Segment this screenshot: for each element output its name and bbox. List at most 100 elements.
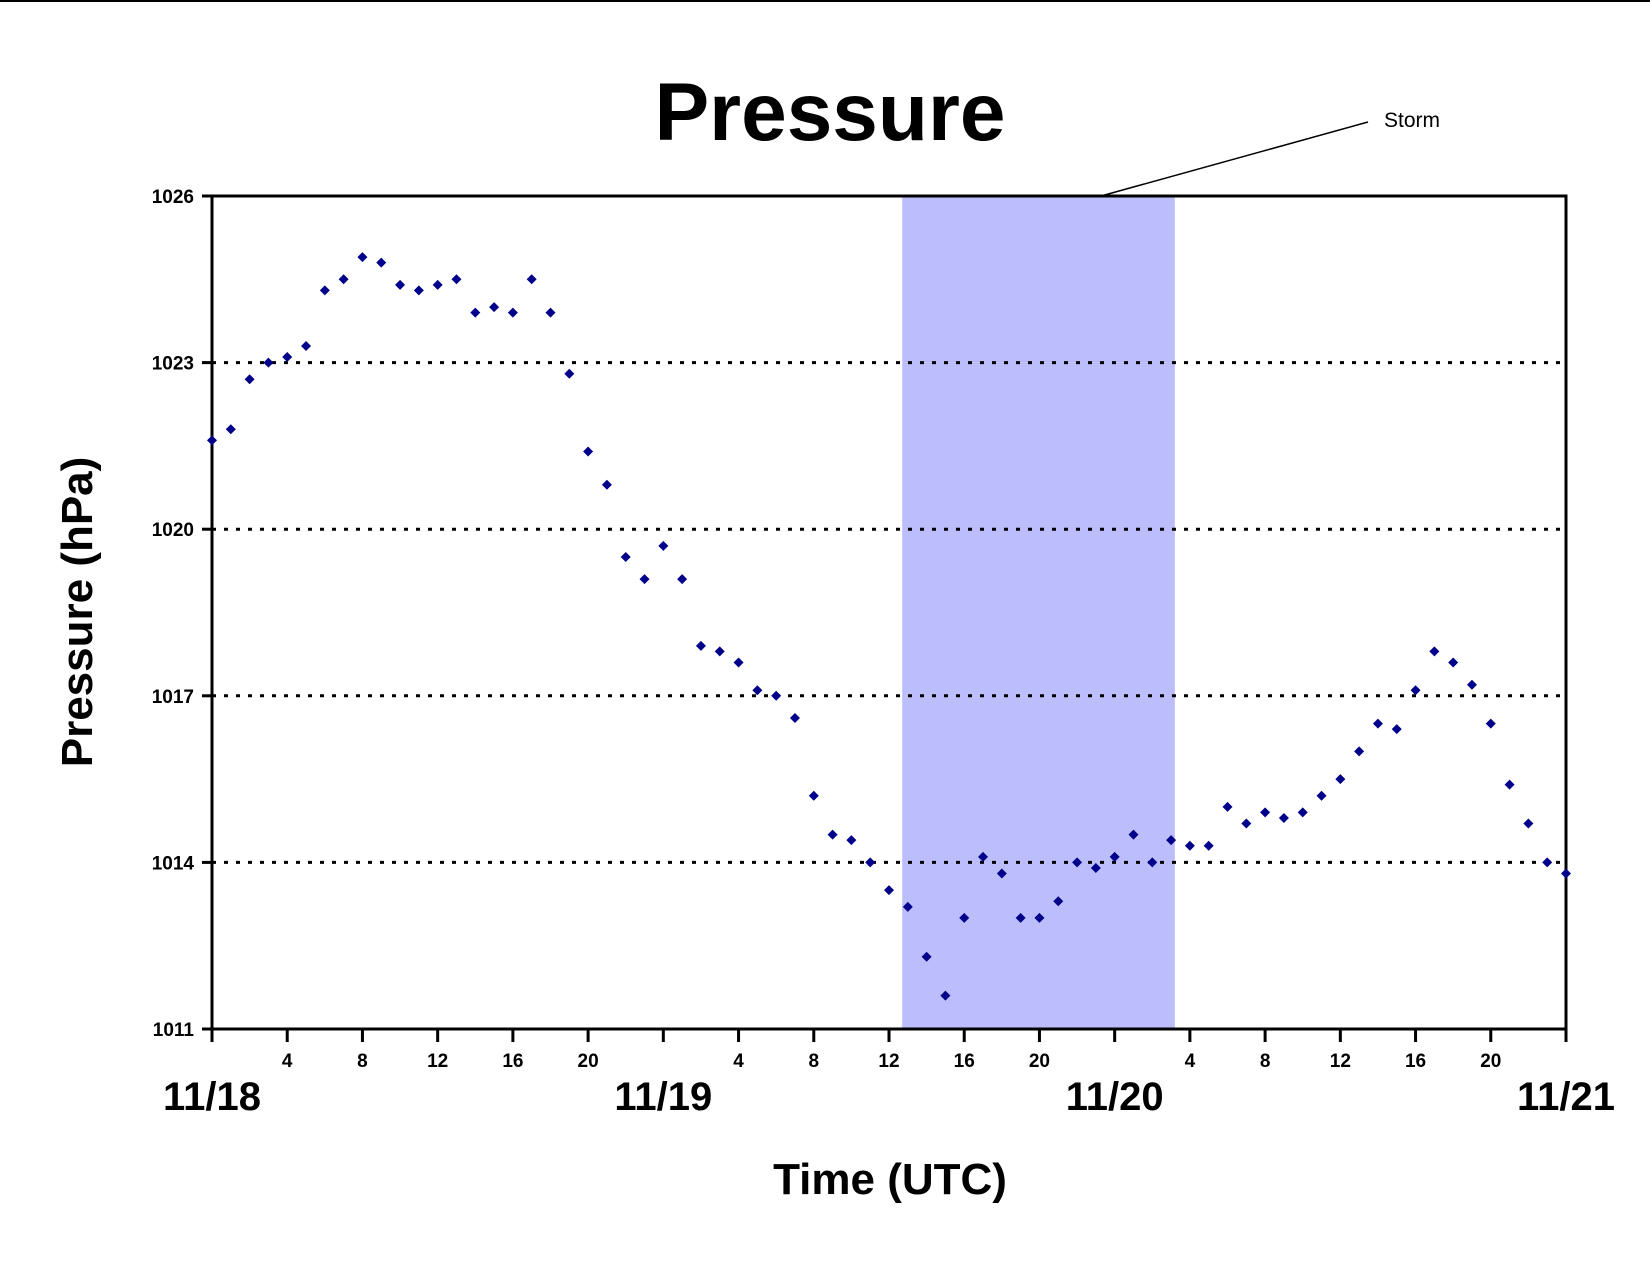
data-point bbox=[301, 340, 312, 351]
data-point bbox=[1297, 807, 1308, 818]
hour-label: 12 bbox=[1330, 1051, 1351, 1072]
y-tick-label: 1011 bbox=[153, 1020, 195, 1041]
data-point bbox=[526, 274, 537, 285]
data-point bbox=[1184, 840, 1195, 851]
data-point bbox=[376, 257, 387, 268]
data-point bbox=[1335, 774, 1346, 785]
data-point bbox=[827, 829, 838, 840]
y-axis-ticks: 1011 1014 1017 1020 1023 1026 bbox=[152, 187, 212, 1041]
data-point bbox=[601, 479, 612, 490]
data-point bbox=[225, 424, 236, 435]
data-point bbox=[789, 713, 800, 724]
data-point bbox=[1542, 857, 1553, 868]
day-label: 11/20 bbox=[1066, 1075, 1164, 1119]
data-point bbox=[1053, 896, 1064, 907]
data-point bbox=[884, 885, 894, 896]
data-point bbox=[1278, 812, 1289, 823]
y-axis-label: Pressure (hPa) bbox=[53, 457, 102, 768]
data-point bbox=[1354, 746, 1365, 757]
storm-label: Storm bbox=[1384, 109, 1440, 132]
hour-label: 8 bbox=[808, 1051, 819, 1072]
data-point bbox=[733, 657, 744, 668]
storm-band bbox=[902, 196, 1175, 1029]
data-point bbox=[1485, 718, 1496, 729]
data-point bbox=[978, 851, 989, 862]
data-point bbox=[996, 868, 1007, 879]
data-point bbox=[413, 285, 424, 296]
y-tick-label: 1017 bbox=[152, 687, 194, 708]
data-point bbox=[959, 912, 970, 923]
hour-label: 8 bbox=[357, 1051, 368, 1072]
data-point bbox=[357, 252, 368, 263]
top-border-rule bbox=[0, 0, 1650, 2]
data-point bbox=[489, 302, 500, 313]
data-point bbox=[1090, 862, 1101, 873]
hour-label: 20 bbox=[1480, 1051, 1501, 1072]
hour-label: 12 bbox=[427, 1051, 448, 1072]
data-point bbox=[1203, 840, 1214, 851]
x-axis-ticks: 11/18 11/19 11/20 11/21 4 8 12 16 20 4 8 12 16 20 4 8 12… bbox=[163, 1029, 1615, 1119]
data-point bbox=[451, 274, 462, 285]
data-point bbox=[583, 446, 594, 457]
data-point bbox=[921, 951, 932, 962]
data-point bbox=[940, 990, 951, 1001]
data-point bbox=[714, 646, 725, 657]
data-point bbox=[808, 790, 819, 801]
storm-annotation: Storm bbox=[902, 109, 1440, 1029]
data-point bbox=[207, 435, 217, 446]
data-points bbox=[207, 252, 1571, 1001]
data-point bbox=[470, 307, 481, 318]
data-point bbox=[1128, 829, 1139, 840]
hour-label: 12 bbox=[878, 1051, 899, 1072]
data-point bbox=[658, 540, 669, 551]
data-point bbox=[1166, 835, 1177, 846]
day-label: 11/19 bbox=[614, 1075, 712, 1119]
y-tick-label: 1014 bbox=[152, 853, 195, 874]
hour-label: 20 bbox=[1029, 1051, 1050, 1072]
data-point bbox=[564, 368, 575, 379]
hour-label: 8 bbox=[1260, 1051, 1271, 1072]
data-point bbox=[545, 307, 556, 318]
y-tick-label: 1020 bbox=[152, 520, 194, 541]
data-point bbox=[1410, 685, 1421, 696]
storm-leader-line bbox=[1100, 121, 1369, 197]
data-point bbox=[865, 857, 876, 868]
data-point bbox=[319, 285, 330, 296]
hour-label: 16 bbox=[1405, 1051, 1426, 1072]
data-point bbox=[677, 574, 688, 585]
data-point bbox=[1372, 718, 1383, 729]
hour-label: 16 bbox=[502, 1051, 523, 1072]
day-label: 11/18 bbox=[163, 1075, 261, 1119]
data-point bbox=[244, 374, 255, 385]
data-point bbox=[639, 574, 650, 585]
data-point bbox=[1561, 868, 1571, 879]
data-point bbox=[1034, 912, 1045, 923]
data-point bbox=[1147, 857, 1158, 868]
data-point bbox=[1429, 646, 1440, 657]
data-point bbox=[282, 352, 293, 363]
data-point bbox=[1109, 851, 1120, 862]
data-point bbox=[846, 835, 857, 846]
data-point bbox=[695, 640, 706, 651]
data-point bbox=[1015, 912, 1026, 923]
data-point bbox=[263, 357, 274, 368]
data-point bbox=[1466, 679, 1477, 690]
data-point bbox=[902, 901, 913, 912]
data-point bbox=[1448, 657, 1459, 668]
data-point bbox=[1523, 818, 1534, 829]
data-point bbox=[432, 279, 443, 290]
hour-label: 20 bbox=[578, 1051, 599, 1072]
chart-title: Pressure bbox=[654, 67, 1005, 158]
data-point bbox=[1504, 779, 1515, 790]
data-point bbox=[620, 551, 631, 562]
y-tick-label: 1023 bbox=[152, 354, 194, 375]
hour-label: 16 bbox=[954, 1051, 975, 1072]
hour-label: 4 bbox=[282, 1051, 293, 1072]
data-point bbox=[1391, 724, 1402, 735]
x-axis-label: Time (UTC) bbox=[773, 1155, 1007, 1204]
data-point bbox=[1260, 807, 1271, 818]
y-tick-label: 1026 bbox=[152, 187, 194, 208]
hour-label: 4 bbox=[733, 1051, 744, 1072]
data-point bbox=[771, 690, 782, 701]
